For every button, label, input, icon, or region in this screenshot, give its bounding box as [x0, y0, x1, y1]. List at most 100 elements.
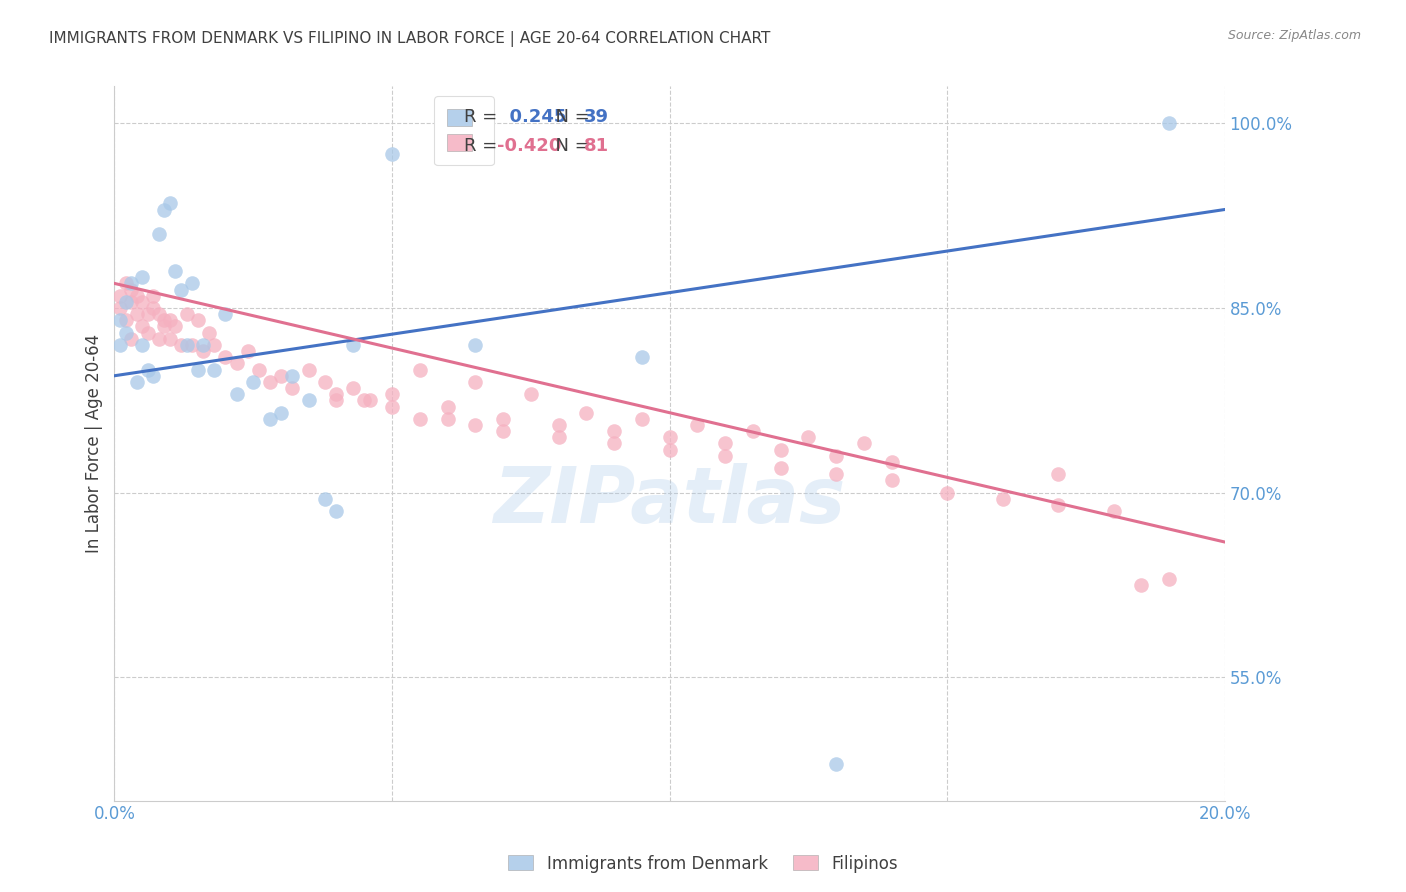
- Point: [281, 368, 304, 383]
- Point: [259, 412, 281, 426]
- Text: 0.245: 0.245: [498, 108, 567, 126]
- Point: [142, 301, 165, 315]
- Point: [409, 362, 432, 376]
- Point: [259, 375, 281, 389]
- Point: [181, 277, 204, 291]
- Point: [114, 277, 136, 291]
- Point: [1130, 578, 1153, 592]
- Point: [202, 338, 225, 352]
- Point: [520, 387, 543, 401]
- Point: [108, 301, 131, 315]
- Point: [658, 430, 681, 444]
- Point: [1159, 572, 1181, 586]
- Legend: , : ,: [434, 96, 494, 165]
- Point: [1047, 467, 1070, 482]
- Point: [314, 375, 336, 389]
- Point: [131, 270, 153, 285]
- Point: [547, 430, 569, 444]
- Point: [298, 362, 321, 376]
- Point: [464, 417, 486, 432]
- Point: [603, 436, 626, 450]
- Point: [187, 313, 209, 327]
- Point: [658, 442, 681, 457]
- Point: [153, 313, 176, 327]
- Point: [270, 368, 292, 383]
- Point: [325, 504, 347, 518]
- Point: [114, 294, 136, 309]
- Point: [197, 326, 219, 340]
- Text: IMMIGRANTS FROM DENMARK VS FILIPINO IN LABOR FORCE | AGE 20-64 CORRELATION CHART: IMMIGRANTS FROM DENMARK VS FILIPINO IN L…: [49, 31, 770, 47]
- Text: N =: N =: [544, 108, 596, 126]
- Point: [170, 283, 193, 297]
- Point: [165, 319, 187, 334]
- Point: [991, 491, 1014, 506]
- Point: [436, 400, 458, 414]
- Point: [176, 307, 198, 321]
- Point: [714, 436, 737, 450]
- Point: [741, 424, 763, 438]
- Point: [381, 400, 404, 414]
- Point: [825, 467, 848, 482]
- Point: [159, 313, 181, 327]
- Text: Source: ZipAtlas.com: Source: ZipAtlas.com: [1227, 29, 1361, 42]
- Point: [852, 436, 875, 450]
- Point: [114, 326, 136, 340]
- Point: [131, 319, 153, 334]
- Point: [880, 455, 903, 469]
- Text: 39: 39: [583, 108, 609, 126]
- Point: [769, 442, 792, 457]
- Point: [325, 387, 347, 401]
- Point: [270, 406, 292, 420]
- Point: [714, 449, 737, 463]
- Point: [187, 362, 209, 376]
- Point: [108, 338, 131, 352]
- Point: [120, 283, 142, 297]
- Point: [603, 424, 626, 438]
- Point: [314, 491, 336, 506]
- Point: [148, 307, 170, 321]
- Text: -0.420: -0.420: [498, 137, 562, 155]
- Text: R =: R =: [464, 137, 503, 155]
- Point: [131, 338, 153, 352]
- Point: [125, 307, 148, 321]
- Point: [880, 474, 903, 488]
- Point: [630, 351, 652, 365]
- Point: [148, 227, 170, 241]
- Point: [120, 332, 142, 346]
- Point: [686, 417, 709, 432]
- Point: [247, 362, 270, 376]
- Point: [225, 387, 247, 401]
- Point: [136, 326, 159, 340]
- Point: [1047, 498, 1070, 512]
- Point: [825, 449, 848, 463]
- Legend: Immigrants from Denmark, Filipinos: Immigrants from Denmark, Filipinos: [502, 848, 904, 880]
- Point: [630, 412, 652, 426]
- Point: [298, 393, 321, 408]
- Text: R =: R =: [464, 108, 503, 126]
- Point: [136, 362, 159, 376]
- Point: [464, 375, 486, 389]
- Point: [202, 362, 225, 376]
- Point: [492, 424, 515, 438]
- Point: [165, 264, 187, 278]
- Point: [159, 196, 181, 211]
- Point: [381, 147, 404, 161]
- Point: [236, 344, 259, 359]
- Point: [575, 406, 598, 420]
- Point: [359, 393, 381, 408]
- Point: [825, 756, 848, 771]
- Point: [464, 338, 486, 352]
- Text: 81: 81: [583, 137, 609, 155]
- Point: [1102, 504, 1125, 518]
- Point: [170, 338, 193, 352]
- Point: [153, 319, 176, 334]
- Point: [153, 202, 176, 217]
- Point: [193, 338, 215, 352]
- Point: [159, 332, 181, 346]
- Point: [125, 289, 148, 303]
- Point: [125, 375, 148, 389]
- Point: [114, 313, 136, 327]
- Text: ZIPatlas: ZIPatlas: [494, 463, 845, 539]
- Point: [193, 344, 215, 359]
- Point: [936, 485, 959, 500]
